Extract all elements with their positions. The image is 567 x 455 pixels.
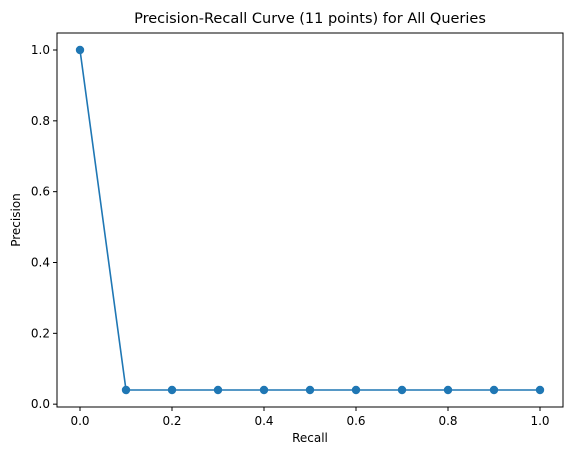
series-layer <box>75 45 545 395</box>
data-point <box>489 385 499 395</box>
y-tick-label: 0.6 <box>31 185 50 199</box>
x-tick-label: 0.6 <box>346 414 365 428</box>
plot-area-frame <box>56 32 564 408</box>
data-point <box>213 385 223 395</box>
data-point <box>305 385 315 395</box>
x-tick-label: 1.0 <box>530 414 549 428</box>
y-axis-label: Precision <box>9 193 23 247</box>
y-tick-label: 0.4 <box>31 256 50 270</box>
x-tick-label: 0.8 <box>438 414 457 428</box>
y-tick-label: 0.8 <box>31 114 50 128</box>
x-tick-label: 0.4 <box>254 414 273 428</box>
chart-title: Precision-Recall Curve (11 points) for A… <box>134 11 486 27</box>
data-point <box>121 385 131 395</box>
x-tick-label: 0.0 <box>70 414 89 428</box>
data-point <box>443 385 453 395</box>
data-point <box>397 385 407 395</box>
y-tick-label: 0.0 <box>31 397 50 411</box>
data-point <box>167 385 177 395</box>
data-point <box>351 385 361 395</box>
data-point <box>535 385 545 395</box>
x-axis-label: Recall <box>292 431 328 445</box>
data-point <box>259 385 269 395</box>
data-point <box>75 45 85 55</box>
tick-group: 0.0 0.2 0.4 0.6 0.8 1.0 0.0 0.2 0.4 0.6 0.8 1.0 <box>31 43 550 428</box>
y-tick-label: 1.0 <box>31 43 50 57</box>
y-tick-label: 0.2 <box>31 326 50 340</box>
x-tick-label: 0.2 <box>162 414 181 428</box>
